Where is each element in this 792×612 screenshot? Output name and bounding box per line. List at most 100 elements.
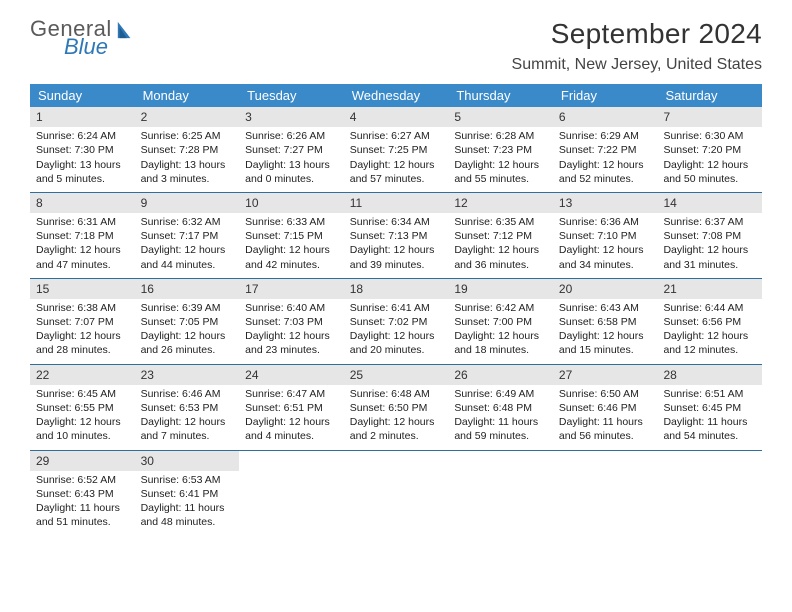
sunset-line: Sunset: 7:02 PM xyxy=(350,315,443,329)
day-cell: 20Sunrise: 6:43 AMSunset: 6:58 PMDayligh… xyxy=(553,279,658,364)
day-number: 7 xyxy=(657,107,762,127)
day-number: 29 xyxy=(30,451,135,471)
day-cell: 9Sunrise: 6:32 AMSunset: 7:17 PMDaylight… xyxy=(135,193,240,278)
weekday-header: Tuesday xyxy=(239,84,344,107)
weekday-header: Wednesday xyxy=(344,84,449,107)
daylight-line: Daylight: 12 hours and 18 minutes. xyxy=(454,329,547,357)
day-number: 30 xyxy=(135,451,240,471)
sunset-line: Sunset: 7:12 PM xyxy=(454,229,547,243)
location: Summit, New Jersey, United States xyxy=(512,56,762,74)
week-row: 29 Sunrise: 6:52 AMSunset: 6:43 PM Dayligh… xyxy=(30,451,762,536)
sunset-line: Sunset: 7:28 PM xyxy=(141,143,234,157)
day-number: 20 xyxy=(553,279,658,299)
day-number: 17 xyxy=(239,279,344,299)
weekday-header: Friday xyxy=(553,84,658,107)
empty-cell xyxy=(239,451,344,536)
sunrise-line: Sunrise: 6:25 AM xyxy=(141,129,234,143)
weekday-header: Thursday xyxy=(448,84,553,107)
sunset-line: Sunset: 6:43 PM xyxy=(36,487,129,501)
day-number: 6 xyxy=(553,107,658,127)
day-cell: 13Sunrise: 6:36 AMSunset: 7:10 PMDayligh… xyxy=(553,193,658,278)
sunset-line: Sunset: 7:00 PM xyxy=(454,315,547,329)
day-cell: 30Sunrise: 6:53 AMSunset: 6:41 PMDayligh… xyxy=(135,451,240,536)
sunset-line: Sunset: 6:45 PM xyxy=(663,401,756,415)
day-cell: 11Sunrise: 6:34 AMSunset: 7:13 PMDayligh… xyxy=(344,193,449,278)
daylight-line: Daylight: 12 hours and 4 minutes. xyxy=(245,415,338,443)
daylight-line: Daylight: 12 hours and 55 minutes. xyxy=(454,158,547,186)
day-number: 11 xyxy=(344,193,449,213)
day-number: 4 xyxy=(344,107,449,127)
day-number: 18 xyxy=(344,279,449,299)
sunset-line: Sunset: 6:41 PM xyxy=(141,487,234,501)
month-title: September 2024 xyxy=(512,18,762,50)
sunset-line: Sunset: 7:23 PM xyxy=(454,143,547,157)
sunrise-line: Sunrise: 6:43 AM xyxy=(559,301,652,315)
sunrise-line: Sunrise: 6:38 AM xyxy=(36,301,129,315)
day-number: 5 xyxy=(448,107,553,127)
sunrise-line: Sunrise: 6:47 AM xyxy=(245,387,338,401)
day-cell: 27Sunrise: 6:50 AMSunset: 6:46 PMDayligh… xyxy=(553,365,658,450)
sunrise-line: Sunrise: 6:49 AM xyxy=(454,387,547,401)
day-cell: 14Sunrise: 6:37 AMSunset: 7:08 PMDayligh… xyxy=(657,193,762,278)
day-number: 25 xyxy=(344,365,449,385)
sunrise-line: Sunrise: 6:42 AM xyxy=(454,301,547,315)
day-cell: 7Sunrise: 6:30 AMSunset: 7:20 PMDaylight… xyxy=(657,107,762,192)
daylight-line: Daylight: 12 hours and 2 minutes. xyxy=(350,415,443,443)
day-cell: 4Sunrise: 6:27 AMSunset: 7:25 PMDaylight… xyxy=(344,107,449,192)
calendar-grid: SundayMondayTuesdayWednesdayThursdayFrid… xyxy=(30,84,762,535)
calendar-page: General Blue September 2024 Summit, New … xyxy=(0,0,792,553)
day-number: 12 xyxy=(448,193,553,213)
daylight-line: Daylight: 12 hours and 28 minutes. xyxy=(36,329,129,357)
week-row: 8Sunrise: 6:31 AMSunset: 7:18 PMDaylight… xyxy=(30,193,762,279)
day-number: 2 xyxy=(135,107,240,127)
sunset-line: Sunset: 7:15 PM xyxy=(245,229,338,243)
sunrise-line: Sunrise: 6:36 AM xyxy=(559,215,652,229)
sunset-line: Sunset: 7:25 PM xyxy=(350,143,443,157)
sunrise-line: Sunrise: 6:52 AM xyxy=(36,473,129,487)
header: General Blue September 2024 Summit, New … xyxy=(30,18,762,74)
day-number: 10 xyxy=(239,193,344,213)
day-cell: 22Sunrise: 6:45 AMSunset: 6:55 PMDayligh… xyxy=(30,365,135,450)
daylight-line: Daylight: 12 hours and 36 minutes. xyxy=(454,243,547,271)
sunrise-line: Sunrise: 6:41 AM xyxy=(350,301,443,315)
sunset-line: Sunset: 6:48 PM xyxy=(454,401,547,415)
day-number: 19 xyxy=(448,279,553,299)
day-cell: 1Sunrise: 6:24 AMSunset: 7:30 PMDaylight… xyxy=(30,107,135,192)
logo: General Blue xyxy=(30,18,134,58)
day-cell: 2 Sunrise: 6:25 AMSunset: 7:28 PMDaylight… xyxy=(135,107,240,192)
sunset-line: Sunset: 6:56 PM xyxy=(663,315,756,329)
sunrise-line: Sunrise: 6:39 AM xyxy=(141,301,234,315)
sunrise-line: Sunrise: 6:45 AM xyxy=(36,387,129,401)
sail-icon xyxy=(116,20,134,40)
daylight-line: Daylight: 12 hours and 31 minutes. xyxy=(663,243,756,271)
daylight-line: Daylight: 12 hours and 47 minutes. xyxy=(36,243,129,271)
week-row: 1Sunrise: 6:24 AMSunset: 7:30 PMDaylight… xyxy=(30,107,762,193)
daylight-line: Daylight: 11 hours and 54 minutes. xyxy=(663,415,756,443)
daylight-line: Daylight: 11 hours and 59 minutes. xyxy=(454,415,547,443)
sunrise-line: Sunrise: 6:48 AM xyxy=(350,387,443,401)
daylight-line: Daylight: 13 hours and 3 minutes. xyxy=(141,158,234,186)
day-number: 28 xyxy=(657,365,762,385)
sunrise-line: Sunrise: 6:50 AM xyxy=(559,387,652,401)
weekday-header-row: SundayMondayTuesdayWednesdayThursdayFrid… xyxy=(30,84,762,107)
sunset-line: Sunset: 7:13 PM xyxy=(350,229,443,243)
sunset-line: Sunset: 7:07 PM xyxy=(36,315,129,329)
daylight-line: Daylight: 12 hours and 34 minutes. xyxy=(559,243,652,271)
daylight-line: Daylight: 12 hours and 52 minutes. xyxy=(559,158,652,186)
empty-cell xyxy=(344,451,449,536)
daylight-line: Daylight: 11 hours and 48 minutes. xyxy=(141,501,234,529)
day-number: 16 xyxy=(135,279,240,299)
sunset-line: Sunset: 7:08 PM xyxy=(663,229,756,243)
logo-word-2: Blue xyxy=(64,36,108,58)
sunset-line: Sunset: 7:27 PM xyxy=(245,143,338,157)
day-cell: 26Sunrise: 6:49 AMSunset: 6:48 PMDayligh… xyxy=(448,365,553,450)
sunset-line: Sunset: 7:18 PM xyxy=(36,229,129,243)
day-number: 13 xyxy=(553,193,658,213)
day-cell: 29Sunrise: 6:52 AMSunset: 6:43 PMDayligh… xyxy=(30,451,135,536)
daylight-line: Daylight: 11 hours and 56 minutes. xyxy=(559,415,652,443)
sunrise-line: Sunrise: 6:40 AM xyxy=(245,301,338,315)
day-number: 15 xyxy=(30,279,135,299)
sunrise-line: Sunrise: 6:24 AM xyxy=(36,129,129,143)
sunrise-line: Sunrise: 6:37 AM xyxy=(663,215,756,229)
day-cell: 23Sunrise: 6:46 AMSunset: 6:53 PMDayligh… xyxy=(135,365,240,450)
